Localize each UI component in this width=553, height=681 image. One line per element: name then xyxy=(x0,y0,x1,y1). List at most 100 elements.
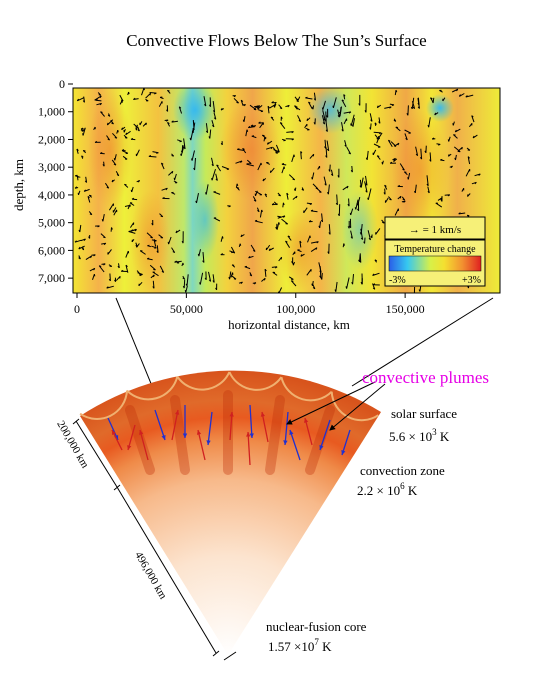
velocity-arrow xyxy=(404,129,411,134)
velocity-arrowhead xyxy=(128,230,131,232)
velocity-arrow xyxy=(277,215,286,219)
velocity-arrowhead xyxy=(199,282,201,285)
plume-arrowhead xyxy=(304,418,309,423)
velocity-arrowhead xyxy=(310,209,314,212)
velocity-arrow xyxy=(367,230,371,241)
velocity-arrowhead xyxy=(228,276,231,280)
velocity-arrowhead xyxy=(341,129,344,132)
velocity-arrowhead xyxy=(252,249,256,252)
velocity-arrowhead xyxy=(264,136,266,140)
velocity-arrow xyxy=(341,99,347,108)
velocity-arrow xyxy=(337,109,340,118)
velocity-arrowhead xyxy=(161,270,164,273)
velocity-arrowhead xyxy=(211,163,214,167)
plume-arrow xyxy=(197,429,206,461)
velocity-arrowhead xyxy=(83,150,86,152)
plume-arrows xyxy=(107,404,351,466)
velocity-arrow xyxy=(394,208,399,216)
velocity-arrowhead xyxy=(93,268,96,271)
velocity-arrowhead xyxy=(298,119,301,123)
plume-pointer-1 xyxy=(286,381,376,425)
velocity-arrowhead xyxy=(89,213,93,216)
velocity-arrowhead xyxy=(220,107,223,111)
x-tick-label: 0 xyxy=(74,302,80,316)
velocity-arrow xyxy=(325,119,328,132)
velocity-arrow xyxy=(404,133,408,141)
velocity-arrow xyxy=(272,147,278,154)
velocity-arrow xyxy=(248,126,255,129)
temperature-color-bar xyxy=(388,255,482,272)
velocity-arrowhead xyxy=(415,153,418,157)
velocity-arrowhead xyxy=(359,232,362,235)
plume-arrowhead xyxy=(112,430,116,435)
velocity-arrow xyxy=(213,112,217,120)
velocity-arrow xyxy=(149,264,156,271)
velocity-arrowhead xyxy=(372,283,376,286)
velocity-arrowhead xyxy=(236,187,240,189)
velocity-arrow xyxy=(359,253,362,263)
convective-plumes-label: convective plumes xyxy=(362,368,489,387)
velocity-arrowhead xyxy=(458,212,461,215)
convection-cell xyxy=(126,376,179,401)
velocity-arrowhead xyxy=(360,237,363,240)
velocity-arrow xyxy=(286,193,289,200)
velocity-arrow xyxy=(373,131,382,134)
velocity-arrowhead xyxy=(208,104,211,107)
velocity-arrowhead xyxy=(264,268,267,272)
velocity-arrow xyxy=(183,138,186,149)
velocity-arrow xyxy=(267,106,270,114)
velocity-arrow xyxy=(192,120,195,131)
velocity-arrowhead xyxy=(308,101,311,104)
velocity-arrow xyxy=(94,95,102,101)
velocity-arrowhead xyxy=(130,229,133,232)
velocity-arrow xyxy=(426,175,429,186)
heatmap-legend: → = 1 km/s Temperature change -3% +3% xyxy=(384,216,486,287)
velocity-arrowhead xyxy=(337,213,340,217)
velocity-arrow xyxy=(387,139,393,147)
velocity-arrow xyxy=(255,190,263,196)
velocity-arrowhead xyxy=(99,103,102,106)
velocity-arrowhead xyxy=(278,194,281,197)
velocity-arrowhead xyxy=(365,190,368,193)
velocity-arrow xyxy=(246,163,254,167)
velocity-arrowhead xyxy=(376,105,379,108)
velocity-arrowhead xyxy=(153,274,155,278)
velocity-arrow xyxy=(205,123,209,133)
convection-zone-label: convection zone xyxy=(360,463,445,478)
velocity-arrowhead xyxy=(301,188,304,191)
velocity-arrow xyxy=(128,231,136,234)
radius-label: 496,000 km xyxy=(132,550,169,602)
velocity-arrowhead xyxy=(74,240,77,243)
velocity-arrowhead xyxy=(160,215,163,218)
velocity-arrowhead xyxy=(139,274,142,277)
velocity-arrow xyxy=(341,122,344,132)
velocity-arrowhead xyxy=(378,121,381,124)
velocity-arrowhead xyxy=(95,99,98,101)
velocity-arrow xyxy=(346,146,352,155)
velocity-arrowhead xyxy=(101,219,104,222)
velocity-arrowhead xyxy=(274,103,277,107)
velocity-arrowhead xyxy=(330,173,334,176)
velocity-arrowhead xyxy=(240,234,243,237)
velocity-arrow xyxy=(183,279,186,289)
velocity-arrow xyxy=(279,122,286,130)
velocity-arrowhead xyxy=(280,116,283,119)
velocity-arrowhead xyxy=(370,119,373,122)
velocity-arrowhead xyxy=(117,265,120,269)
velocity-arrows xyxy=(74,88,481,293)
velocity-arrow xyxy=(211,120,215,128)
velocity-arrow xyxy=(376,136,380,144)
core-label: nuclear-fusion core xyxy=(266,619,367,634)
velocity-arrow xyxy=(300,151,302,160)
velocity-arrowhead xyxy=(323,118,326,121)
velocity-arrowhead xyxy=(258,121,261,124)
velocity-arrowhead xyxy=(429,159,432,162)
velocity-arrowhead xyxy=(240,99,244,102)
velocity-arrowhead xyxy=(389,198,392,201)
velocity-arrow xyxy=(229,271,232,280)
velocity-arrow xyxy=(471,115,475,123)
scale-max-label: +3% xyxy=(462,275,481,286)
velocity-arrowhead xyxy=(391,104,395,106)
velocity-arrowhead xyxy=(181,240,184,244)
velocity-arrowhead xyxy=(135,126,138,128)
